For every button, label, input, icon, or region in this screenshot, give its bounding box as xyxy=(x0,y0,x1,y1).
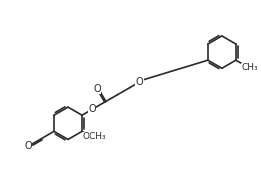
Text: O: O xyxy=(135,77,143,87)
Text: O: O xyxy=(24,141,32,151)
Text: O: O xyxy=(93,84,101,94)
Text: O: O xyxy=(88,104,96,115)
Text: OCH₃: OCH₃ xyxy=(83,132,106,141)
Text: CH₃: CH₃ xyxy=(242,63,259,72)
